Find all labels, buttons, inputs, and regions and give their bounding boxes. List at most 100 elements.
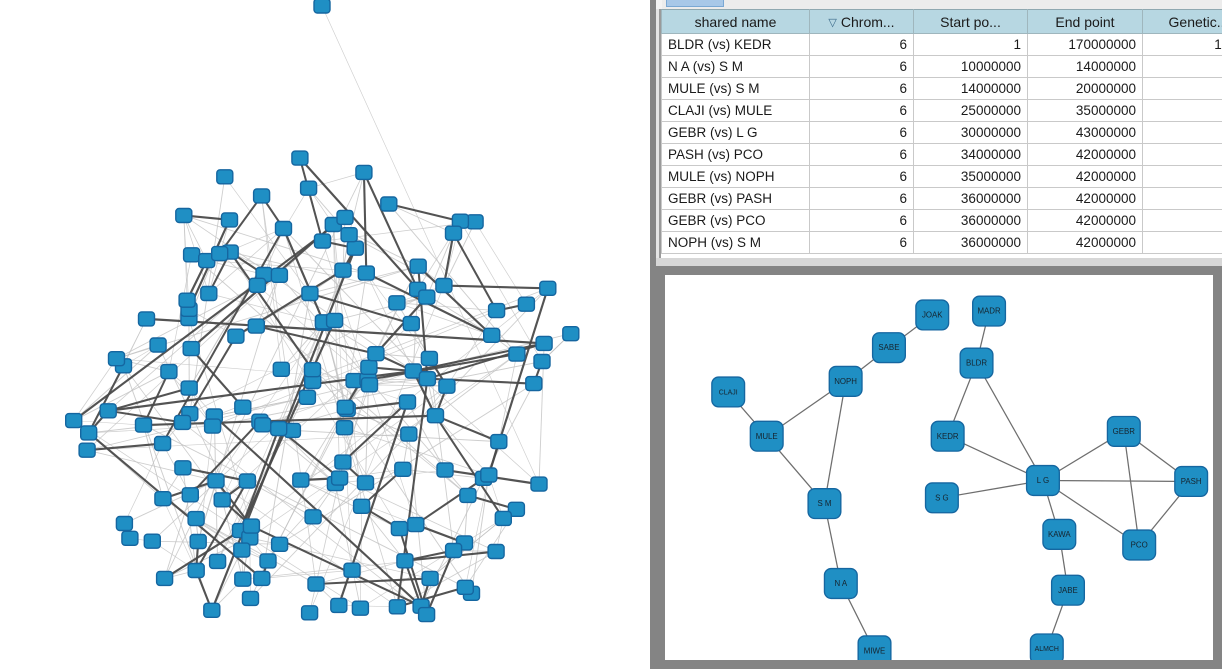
main-network-node[interactable] <box>435 277 453 294</box>
main-network-node[interactable] <box>400 426 418 442</box>
main-network-node[interactable] <box>417 606 436 623</box>
main-network-edge[interactable] <box>86 442 163 452</box>
main-network-node[interactable] <box>187 562 205 579</box>
main-network-node[interactable] <box>483 327 501 343</box>
main-network-edge[interactable] <box>215 480 398 608</box>
main-network-node[interactable] <box>444 225 463 241</box>
main-network-node[interactable] <box>252 188 271 204</box>
main-network-node[interactable] <box>210 245 229 262</box>
main-network-edge[interactable] <box>388 202 461 223</box>
main-network-edge[interactable] <box>452 232 498 312</box>
main-network-node[interactable] <box>78 442 96 458</box>
cell-genetic[interactable]: 7.5 <box>1142 77 1222 100</box>
main-network-edge[interactable] <box>427 342 545 380</box>
cell-chromosome[interactable]: 6 <box>809 99 914 122</box>
main-network-edge[interactable] <box>206 260 265 275</box>
main-network-node[interactable] <box>346 240 364 256</box>
cell-shared_name[interactable]: BLDR (vs) KEDR <box>661 33 810 56</box>
main-network-edge[interactable] <box>191 254 469 496</box>
main-network-edge[interactable] <box>443 284 548 290</box>
main-network-node[interactable] <box>409 258 427 274</box>
main-network-node[interactable] <box>562 326 580 342</box>
main-network-node[interactable] <box>160 363 178 380</box>
main-network-node[interactable] <box>137 311 156 327</box>
main-network-edge[interactable] <box>195 518 317 585</box>
cell-shared_name[interactable]: N A (vs) S M <box>661 55 810 78</box>
main-network-node[interactable] <box>367 346 385 362</box>
cell-start_point[interactable]: 34000000 <box>913 143 1028 166</box>
node-shape[interactable] <box>828 365 863 397</box>
main-network-edge[interactable] <box>282 228 325 323</box>
main-network-edge[interactable] <box>321 5 540 485</box>
main-network-node[interactable] <box>330 470 349 486</box>
cell-start_point[interactable]: 36000000 <box>913 209 1028 232</box>
main-network-node[interactable] <box>216 169 234 185</box>
cell-genetic[interactable]: 16.9 <box>1142 121 1222 144</box>
main-network-edge[interactable] <box>190 347 244 408</box>
main-network-edge[interactable] <box>397 551 497 608</box>
main-network-edge[interactable] <box>323 270 344 322</box>
cell-start_point[interactable]: 30000000 <box>913 121 1028 144</box>
main-network-node[interactable] <box>154 491 172 507</box>
main-network-node[interactable] <box>247 318 266 334</box>
main-network-node[interactable] <box>356 475 375 491</box>
main-network-edge[interactable] <box>283 228 428 380</box>
main-network-edge[interactable] <box>464 495 469 543</box>
main-network-node[interactable] <box>313 233 332 249</box>
main-network-edge[interactable] <box>413 370 540 485</box>
edge-table[interactable]: shared name ▽ Chrom... Start po... End po… <box>661 9 1222 254</box>
main-network-edge[interactable] <box>397 586 466 608</box>
main-network-edge[interactable] <box>87 433 409 451</box>
table-body[interactable]: BLDR (vs) KEDR61170000000192.0N A (vs) S… <box>661 33 1222 254</box>
edge-table-frame[interactable]: shared name ▽ Chrom... Start po... End po… <box>659 9 1222 265</box>
node-shape[interactable] <box>711 376 746 408</box>
cell-start_point[interactable]: 36000000 <box>913 187 1028 210</box>
main-network-node[interactable] <box>466 214 484 230</box>
cell-shared_name[interactable]: NOPH (vs) S M <box>661 231 810 254</box>
main-network-node[interactable] <box>396 553 414 569</box>
cell-shared_name[interactable]: GEBR (vs) L G <box>661 121 810 144</box>
main-network-node[interactable] <box>334 262 352 278</box>
table-row[interactable]: BLDR (vs) KEDR61170000000192.0 <box>661 33 1222 56</box>
main-network-edge[interactable] <box>407 401 446 471</box>
main-network-node[interactable] <box>426 408 445 424</box>
column-header-start-point[interactable]: Start po... <box>913 9 1028 34</box>
main-network-edge[interactable] <box>366 272 430 359</box>
main-network-edge[interactable] <box>143 424 164 499</box>
node-shape[interactable] <box>959 347 994 379</box>
main-network-edge[interactable] <box>471 474 490 594</box>
main-network-node[interactable] <box>444 542 463 559</box>
node-shape[interactable] <box>924 482 959 514</box>
main-network-edge[interactable] <box>362 171 419 290</box>
cell-shared_name[interactable]: GEBR (vs) PCO <box>661 209 810 232</box>
main-network-edge[interactable] <box>309 292 412 325</box>
main-network-edge[interactable] <box>229 251 314 371</box>
main-network-node[interactable] <box>330 597 348 614</box>
main-network-node[interactable] <box>525 375 543 392</box>
main-network-node[interactable] <box>121 530 139 546</box>
table-row[interactable]: GEBR (vs) L G6300000004300000016.9 <box>661 121 1222 144</box>
main-network-node[interactable] <box>303 362 322 378</box>
cell-genetic[interactable]: 8.4 <box>1142 209 1222 232</box>
main-network-edge[interactable] <box>183 215 414 372</box>
node-shape[interactable] <box>807 488 842 520</box>
main-network-node[interactable] <box>174 460 192 476</box>
main-network-edge[interactable] <box>73 358 117 421</box>
main-network-node[interactable] <box>274 220 293 237</box>
cell-end_point[interactable]: 42000000 <box>1027 143 1143 166</box>
main-network-edge[interactable] <box>426 233 454 298</box>
subnetwork-edge[interactable] <box>823 381 847 504</box>
main-network-edge[interactable] <box>375 296 428 355</box>
main-network-edge[interactable] <box>308 172 365 189</box>
cell-shared_name[interactable]: MULE (vs) NOPH <box>661 165 810 188</box>
node-shape[interactable] <box>1025 464 1060 497</box>
main-network-node[interactable] <box>480 467 498 483</box>
main-network-node[interactable] <box>394 461 412 477</box>
main-network-node[interactable] <box>300 605 319 621</box>
main-network-node[interactable] <box>418 289 436 305</box>
main-network-edge[interactable] <box>435 415 490 476</box>
main-network-edge[interactable] <box>219 253 369 381</box>
node-shape[interactable] <box>823 567 858 600</box>
cell-end_point[interactable]: 42000000 <box>1027 187 1143 210</box>
node-shape[interactable] <box>1042 518 1077 550</box>
